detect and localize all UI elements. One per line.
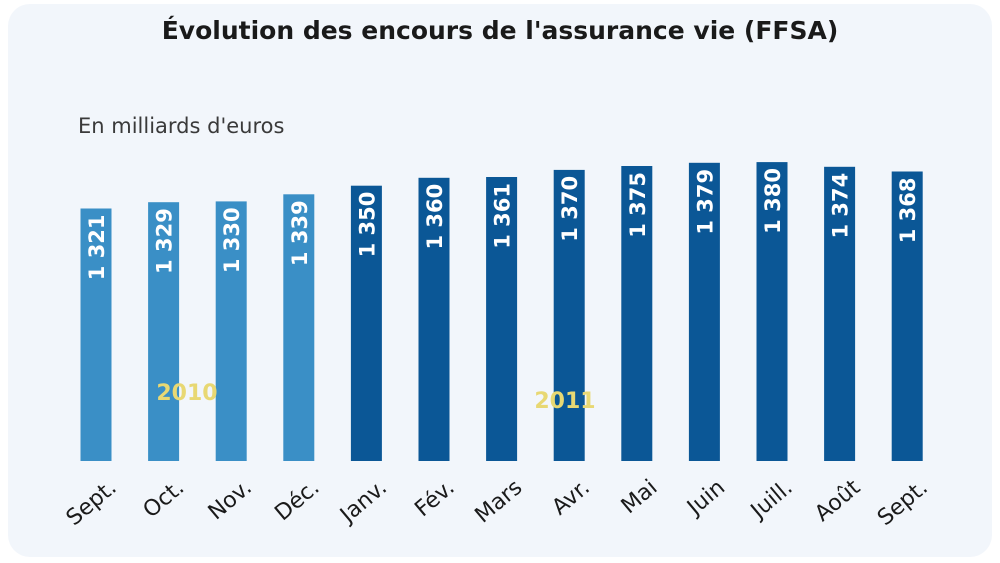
x-tick-label-10: Juill. [745, 475, 798, 525]
bar-value-label-9: 1 379 [693, 169, 717, 235]
x-tick-label-2: Nov. [204, 475, 257, 525]
year-label-2010: 2010 [156, 381, 217, 406]
bar-value-label-11: 1 374 [829, 173, 853, 239]
x-tick-label-7: Avr. [547, 475, 594, 520]
bar-1 [148, 202, 180, 461]
bar-value-label-7: 1 370 [558, 176, 582, 242]
bar-value-label-1: 1 329 [153, 208, 177, 274]
bar-7 [553, 169, 585, 461]
bar-10 [756, 162, 788, 461]
bar-0 [80, 208, 112, 461]
chart-title: Évolution des encours de l'assurance vie… [161, 16, 839, 45]
bar-3 [283, 194, 315, 462]
x-tick-label-9: Juin [681, 475, 730, 521]
x-tick-label-1: Oct. [139, 475, 190, 523]
bar-value-label-0: 1 321 [85, 214, 109, 280]
chart-subtitle: En milliards d'euros [78, 114, 285, 138]
bar-value-label-10: 1 380 [761, 168, 785, 234]
bar-value-label-12: 1 368 [896, 177, 920, 243]
bar-2 [215, 201, 247, 461]
bar-9 [688, 162, 720, 462]
bar-value-label-8: 1 375 [626, 172, 650, 238]
x-tick-label-4: Janv. [334, 475, 392, 529]
bar-value-label-2: 1 330 [220, 207, 244, 273]
bar-value-label-3: 1 339 [288, 200, 312, 266]
bar-value-label-4: 1 350 [355, 192, 379, 258]
x-tick-label-5: Fév. [410, 475, 459, 522]
year-label-2011: 2011 [534, 389, 595, 414]
x-tick-label-8: Mai [617, 475, 663, 519]
x-tick-label-6: Mars [471, 475, 528, 528]
x-tick-label-0: Sept. [62, 475, 122, 531]
bar-value-label-5: 1 360 [423, 184, 447, 250]
bar-4 [350, 185, 382, 461]
x-tick-label-12: Sept. [873, 475, 933, 531]
bar-6 [486, 177, 518, 461]
bar-value-label-6: 1 361 [491, 183, 515, 249]
bar-5 [418, 177, 450, 462]
x-tick-label-11: Août [810, 475, 865, 527]
bar-11 [824, 166, 856, 462]
bar-8 [621, 166, 653, 461]
x-tick-label-3: Déc. [270, 475, 324, 526]
bar-12 [891, 171, 923, 461]
